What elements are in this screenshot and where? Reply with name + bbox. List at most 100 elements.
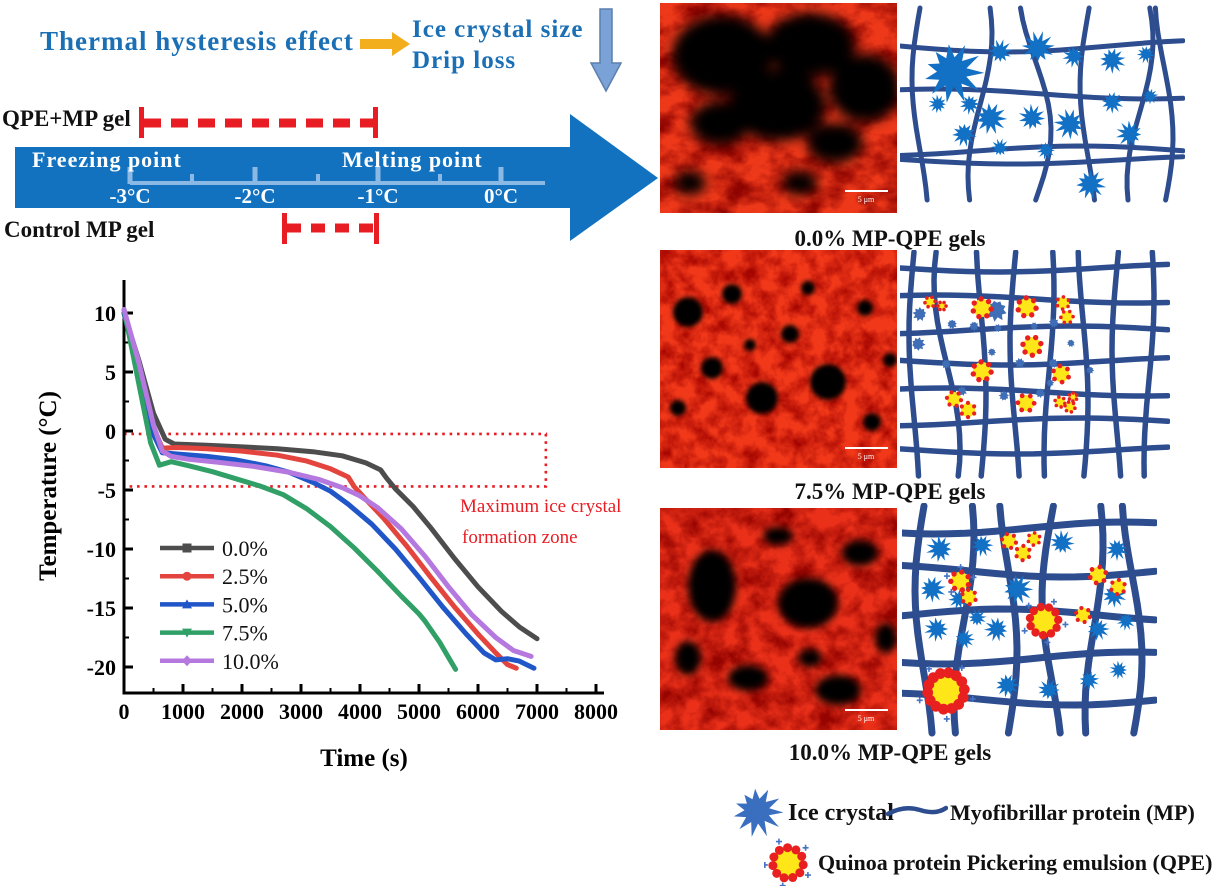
svg-text:10.0%: 10.0% [222, 649, 279, 674]
series-line-10.0% [121, 307, 534, 659]
scale-bar-label: 5 μm [858, 714, 875, 723]
pickering-emulsion-icon [1021, 598, 1069, 646]
ice-crystals-large [925, 31, 1159, 200]
pickering-emulsion-icon [764, 838, 811, 886]
svg-text:3000: 3000 [279, 699, 323, 724]
pickering-emulsion-icon [1026, 531, 1042, 547]
micrograph-0-percent: 5 μm [660, 3, 897, 213]
pickering-emulsion-icon [1014, 543, 1032, 563]
pickering-emulsion-icon [944, 390, 964, 408]
micrograph-label-1: 7.5% MP-QPE gels [794, 479, 986, 504]
svg-text:6000: 6000 [456, 699, 500, 724]
svg-text:0: 0 [105, 419, 116, 444]
protein-strand-icon [886, 805, 948, 817]
svg-text:1000: 1000 [161, 699, 205, 724]
qpe-label: Quinoa protein Pickering emulsion (QPE) [818, 850, 1213, 875]
micrograph-10-percent: 5 μm [660, 508, 897, 730]
pickering-emulsion-icon [959, 400, 977, 420]
svg-text:5: 5 [105, 360, 116, 385]
freezing-point-label: Freezing point [32, 147, 182, 172]
scale-bar-label: 5 μm [858, 452, 875, 461]
mp-network [900, 5, 1185, 203]
schematic-0-percent [900, 5, 1185, 203]
ice-void-blobs [672, 13, 897, 195]
pickering-emulsion-icon [999, 532, 1019, 550]
axes [122, 280, 604, 695]
pickering-emulsion-icon [1063, 400, 1077, 414]
series-line-0.0% [121, 310, 540, 642]
annotation-line2: formation zone [462, 527, 578, 548]
headline-text: Thermal hysteresis effect [40, 26, 354, 56]
chart-legend-entry: 10.0% [160, 649, 279, 674]
svg-text:7.5%: 7.5% [222, 621, 268, 646]
svg-text:5000: 5000 [397, 699, 441, 724]
micrograph-7-5-percent: 5 μm [660, 250, 897, 468]
ice-crystal-label: Ice crystal [788, 800, 894, 826]
micrograph-label-0: 0.0% MP-QPE gels [794, 226, 986, 251]
schematic-7-5-percent [900, 250, 1170, 479]
pickering-emulsion-icon [916, 664, 976, 722]
tick-minus3: -3°C [109, 184, 151, 208]
impact-text: Ice crystal size Drip loss [412, 14, 583, 76]
pickering-emulsion-icon [1015, 295, 1039, 319]
qpe-range-bar [139, 107, 378, 138]
series-line-2.5% [121, 310, 519, 671]
svg-text:-15: -15 [87, 596, 116, 621]
ice-crystals-medium [921, 529, 1136, 700]
svg-text:10: 10 [94, 301, 116, 326]
chart-legend-entry: 5.0% [160, 592, 268, 617]
pickering-emulsion-icon [960, 587, 978, 607]
pickering-emulsion-icon [1059, 309, 1075, 325]
x-axis-title: Time (s) [320, 745, 408, 772]
y-axis-title: Temperature (°C) [35, 391, 62, 581]
svg-text:4000: 4000 [338, 699, 382, 724]
tick-minus2: -2°C [234, 184, 276, 208]
series-line-7.5% [121, 307, 459, 672]
pickering-emulsion-icon [1051, 363, 1071, 385]
control-range-bar [282, 213, 379, 244]
qpe-gel-label: QPE+MP gel [2, 106, 131, 131]
pickering-emulsion-icon [764, 838, 811, 886]
pickering-emulsion-icon [1055, 295, 1071, 311]
chart-legend-entry: 7.5% [160, 621, 268, 646]
temperature-axis-arrow-icon [15, 114, 658, 241]
melting-point-label: Melting point [342, 147, 483, 172]
pickering-emulsion-icon [936, 300, 948, 312]
hysteresis-diagram [15, 107, 658, 244]
right-arrow-icon [360, 32, 410, 56]
svg-text:-10: -10 [87, 537, 116, 562]
pickering-emulsion-icon [1020, 334, 1044, 358]
qpe-particles [923, 295, 1079, 420]
svg-text:0: 0 [119, 699, 130, 724]
temperature-scale [127, 167, 545, 185]
qpe-particles [916, 531, 1127, 722]
svg-text:5.0%: 5.0% [222, 592, 268, 617]
pickering-emulsion-icon [970, 296, 994, 320]
svg-text:2.5%: 2.5% [222, 564, 268, 589]
pickering-emulsion-icon [1015, 393, 1037, 413]
mp-network-dense [900, 250, 1170, 479]
cooling-curve-chart: 0 1000 2000 3000 4000 5000 6000 7000 8000 10 5 0 -5 -… [35, 280, 621, 772]
down-arrow-icon [590, 8, 622, 93]
ice-crystals-small [912, 300, 1095, 401]
chart-legend-entry: 2.5% [160, 564, 268, 589]
pickering-emulsion-icon [1109, 577, 1127, 597]
pickering-emulsion-icon [943, 564, 977, 596]
impact-line1: Ice crystal size [412, 16, 584, 43]
schematic-10-percent [902, 503, 1157, 737]
svg-text:2000: 2000 [220, 699, 264, 724]
impact-line2: Drip loss [412, 47, 517, 74]
ice-void-holes [670, 281, 897, 431]
chart-legend-entry: 0.0% [160, 536, 268, 561]
mp-label: Myofibrillar protein (MP) [950, 800, 1195, 825]
svg-text:-5: -5 [98, 478, 116, 503]
control-gel-label: Control MP gel [4, 217, 155, 242]
ice-void-patches [675, 527, 897, 705]
pickering-emulsion-icon [1087, 564, 1109, 586]
svg-text:-20: -20 [87, 655, 116, 680]
pickering-emulsion-icon [1074, 605, 1092, 625]
scale-bar-label: 5 μm [858, 195, 875, 204]
tick-minus1: -1°C [357, 184, 399, 208]
micrograph-label-2: 10.0% MP-QPE gels [788, 740, 992, 765]
